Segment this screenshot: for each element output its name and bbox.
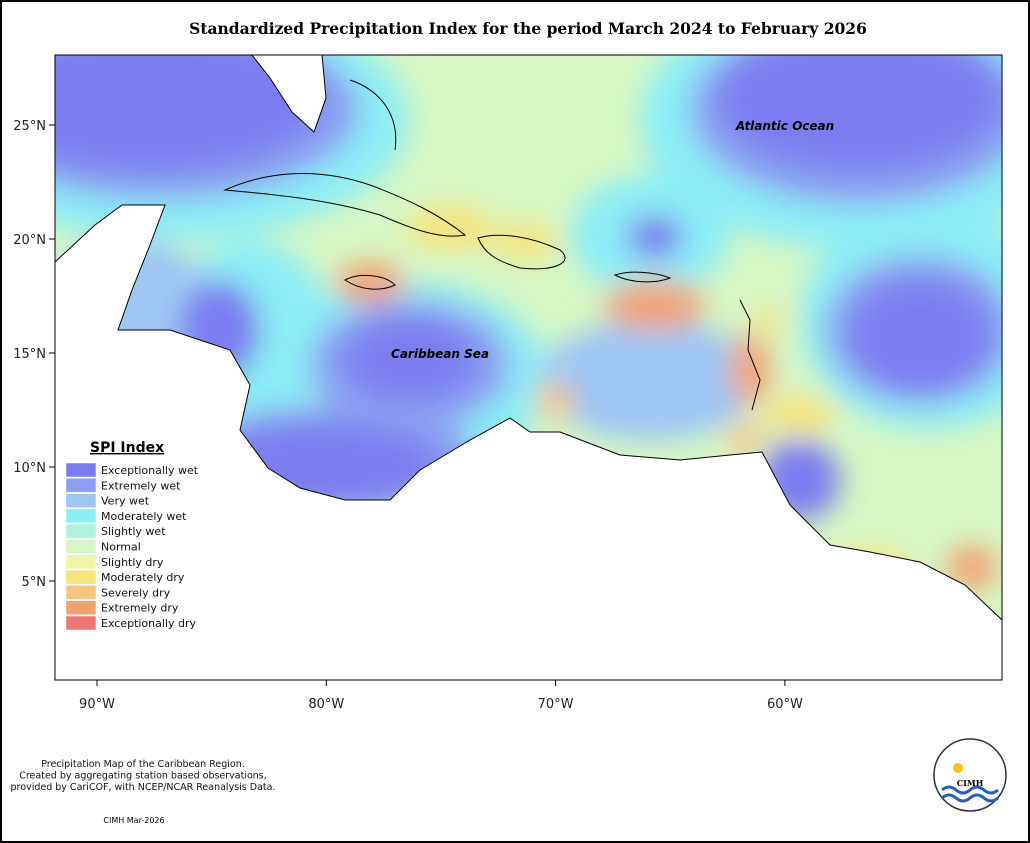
legend-label: Exceptionally wet	[101, 464, 199, 477]
y-tick-label: 20°N	[13, 233, 46, 248]
legend-label: Normal	[101, 541, 141, 554]
sea-label: Caribbean Sea	[391, 347, 489, 361]
longitude-ticks: 90°W 80°W 70°W 60°W	[79, 680, 803, 712]
legend-swatch	[65, 478, 97, 493]
legend-swatch	[65, 523, 97, 539]
y-tick-label: 25°N	[13, 119, 46, 134]
ocean-label: Atlantic Ocean	[735, 119, 834, 133]
footer-note: Precipitation Map of the Caribbean Regio…	[41, 759, 245, 770]
legend-label: Extremely wet	[101, 479, 181, 492]
legend-swatch	[65, 585, 97, 600]
map-title: Standardized Precipitation Index for the…	[189, 19, 867, 38]
legend-label: Very wet	[101, 495, 150, 508]
legend-title: SPI Index	[90, 440, 164, 456]
map-field	[55, 55, 1002, 680]
credit: CIMH Mar-2026	[103, 816, 164, 825]
x-tick-label: 60°W	[767, 697, 803, 712]
y-tick-label: 15°N	[13, 347, 46, 362]
legend-swatch	[65, 600, 97, 615]
x-tick-label: 70°W	[538, 697, 574, 712]
footer-notes: Precipitation Map of the Caribbean Regio…	[11, 759, 276, 793]
legend-swatch	[65, 615, 97, 631]
legend-label: Slightly wet	[101, 525, 166, 538]
footer-note: provided by CariCOF, with NCEP/NCAR Rean…	[11, 782, 276, 793]
y-tick-label: 5°N	[22, 575, 47, 590]
x-tick-label: 80°W	[308, 697, 344, 712]
legend-swatch	[65, 539, 97, 554]
legend-label: Severely dry	[101, 586, 171, 599]
legend-swatch	[65, 508, 97, 524]
legend-swatch	[65, 493, 97, 508]
legend-label: Moderately dry	[101, 571, 185, 584]
legend-label: Slightly dry	[101, 556, 164, 569]
x-tick-label: 90°W	[79, 697, 115, 712]
legend: Exceptionally wet Extremely wet Very wet Mo…	[65, 462, 199, 631]
legend-swatch	[65, 554, 97, 570]
legend-label: Extremely dry	[101, 602, 179, 615]
legend-swatch	[65, 462, 97, 478]
legend-label: Exceptionally dry	[101, 617, 196, 630]
footer-note: Created by aggregating station based obs…	[19, 771, 267, 782]
logo: CIMH	[933, 738, 1007, 812]
legend-swatch	[65, 569, 97, 585]
latitude-ticks: 25°N 20°N 15°N 10°N 5°N	[13, 119, 55, 590]
legend-label: Moderately wet	[101, 510, 187, 523]
logo-text: CIMH	[957, 778, 984, 788]
y-tick-label: 10°N	[13, 461, 46, 476]
